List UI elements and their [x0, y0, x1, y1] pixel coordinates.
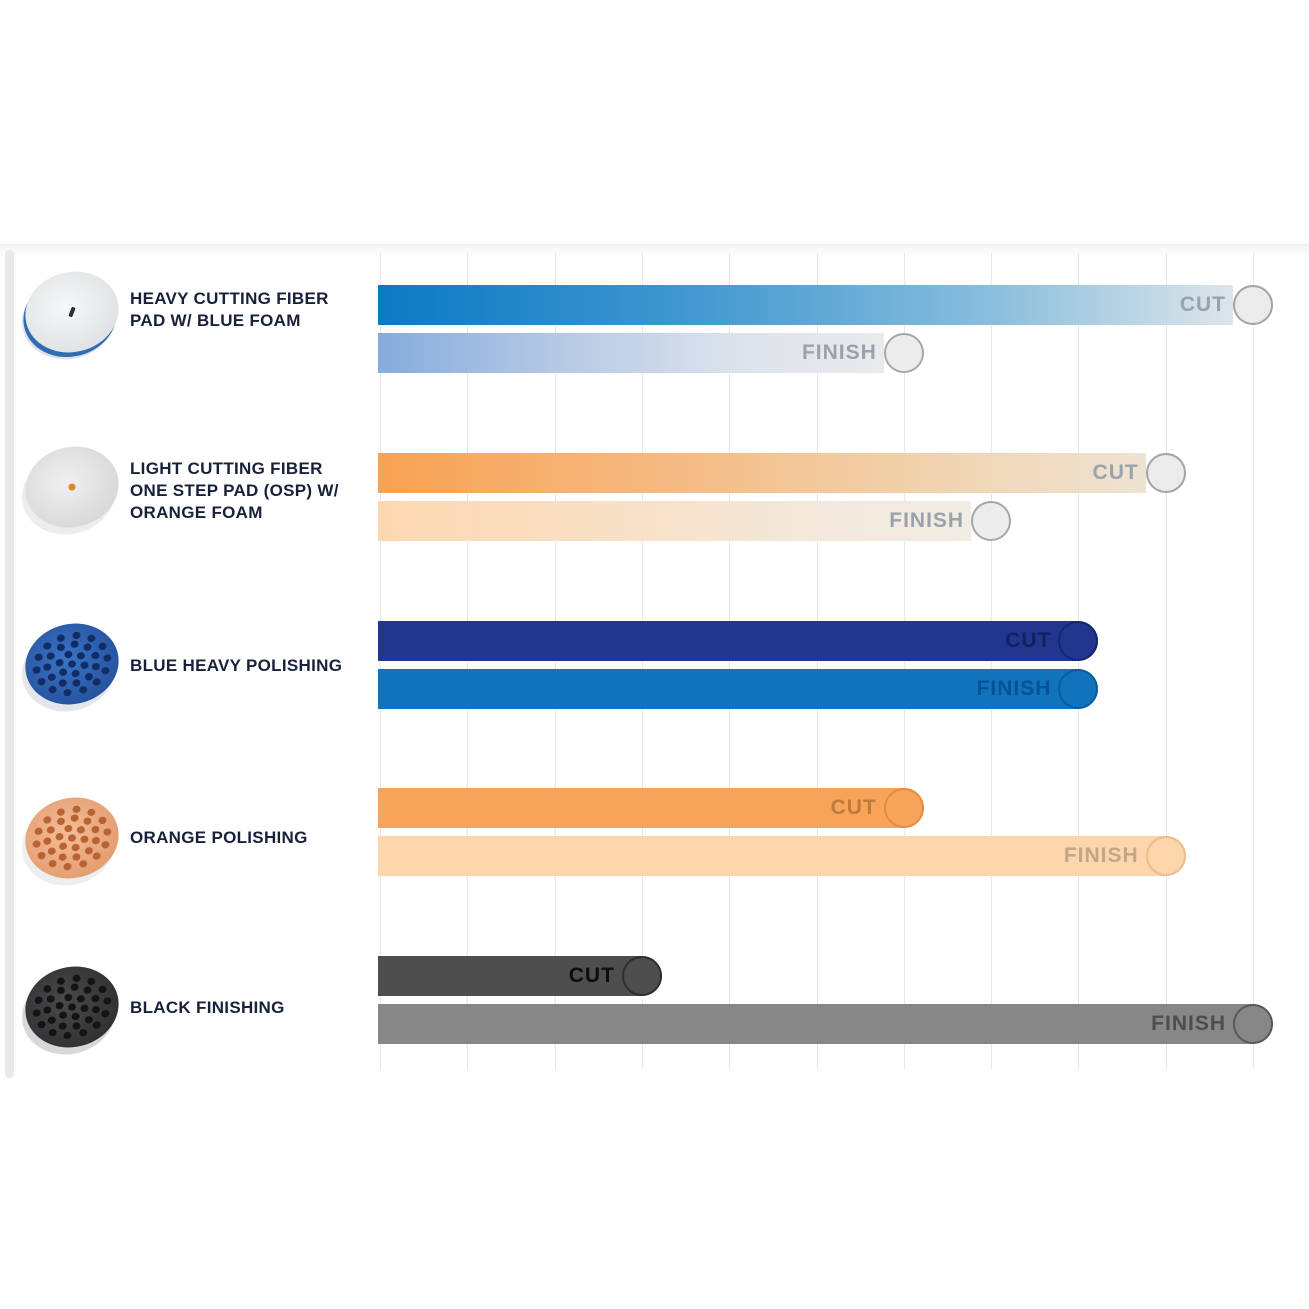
- pad-image-light-cutting-fiber-orange-foam: [17, 432, 127, 542]
- cut-endpoint-circle: [1058, 621, 1099, 661]
- heavy-cutting-fiber-blue-foam-finish-bar: [378, 333, 884, 373]
- pad-label-black-finishing: BLACK FINISHING: [130, 997, 370, 1019]
- blue-heavy-polishing-finish-bar: [378, 669, 1099, 709]
- black-finishing-finish-bar: [378, 1004, 1273, 1044]
- cut-label: CUT: [830, 796, 877, 819]
- cut-endpoint-circle: [883, 788, 924, 828]
- finish-endpoint-circle: [1145, 836, 1186, 876]
- chart-top-divider: [0, 244, 1309, 258]
- cut-label: CUT: [568, 964, 615, 987]
- gridline-4: [729, 253, 731, 1069]
- pad-label-line: BLUE HEAVY POLISHING: [130, 656, 343, 675]
- finish-endpoint-circle: [971, 501, 1012, 541]
- pad-label-line: PAD W/ BLUE FOAM: [130, 311, 301, 330]
- orange-polishing-cut-bar: [378, 788, 924, 828]
- light-cutting-fiber-orange-foam-finish-bar: [378, 501, 972, 541]
- finish-label: FINISH: [976, 677, 1052, 700]
- pad-label-line: ONE STEP PAD (OSP) W/: [130, 481, 339, 500]
- pad-image-orange-polishing: [17, 783, 127, 893]
- heavy-cutting-fiber-blue-foam-cut-bar: [378, 285, 1233, 325]
- finish-label: FINISH: [1151, 1012, 1226, 1035]
- gridline-7: [991, 253, 993, 1069]
- black-finishing-cut-bar: [378, 956, 662, 996]
- gridline-2: [554, 253, 556, 1069]
- light-cutting-fiber-orange-foam-cut-bar: [378, 453, 1146, 493]
- scrollbar-track[interactable]: [5, 250, 14, 1078]
- gridline-10: [1253, 253, 1254, 1069]
- pad-label-line: HEAVY CUTTING FIBER: [130, 289, 329, 308]
- cut-endpoint-circle: [621, 956, 662, 996]
- pad-image-heavy-cutting-fiber-blue-foam: [17, 257, 127, 367]
- gridline-9: [1165, 253, 1167, 1069]
- blue-heavy-polishing-cut-bar: [378, 621, 1099, 661]
- pad-image-blue-heavy-polishing: [17, 609, 127, 719]
- finish-label: FINISH: [801, 341, 877, 364]
- gridline-5: [816, 253, 818, 1069]
- gridline-3: [641, 253, 643, 1069]
- gridline-1: [467, 253, 469, 1069]
- gridline-0: [380, 253, 381, 1069]
- pad-label-light-cutting-fiber-orange-foam: LIGHT CUTTING FIBER ONE STEP PAD (OSP) W/…: [130, 458, 370, 524]
- cut-endpoint-circle: [1233, 285, 1273, 325]
- gridline-8: [1078, 253, 1080, 1069]
- pad-label-heavy-cutting-fiber-blue-foam: HEAVY CUTTING FIBER PAD W/ BLUE FOAM: [130, 288, 370, 332]
- cut-label: CUT: [1179, 293, 1226, 316]
- gridline-6: [903, 253, 905, 1069]
- pad-label-orange-polishing: ORANGE POLISHING: [130, 827, 370, 849]
- pad-label-line: LIGHT CUTTING FIBER: [130, 459, 323, 478]
- cut-label: CUT: [1005, 629, 1052, 652]
- pad-image-black-finishing: [17, 952, 127, 1062]
- cut-endpoint-circle: [1145, 453, 1186, 493]
- pad-label-line: BLACK FINISHING: [130, 998, 285, 1017]
- pad-label-line: ORANGE POLISHING: [130, 828, 308, 847]
- finish-endpoint-circle: [883, 333, 924, 373]
- finish-label: FINISH: [889, 509, 965, 532]
- finish-label: FINISH: [1063, 844, 1139, 867]
- pad-label-line: ORANGE FOAM: [130, 503, 263, 522]
- finish-endpoint-circle: [1233, 1004, 1273, 1044]
- cut-label: CUT: [1092, 461, 1139, 484]
- finish-endpoint-circle: [1058, 669, 1099, 709]
- orange-polishing-finish-bar: [378, 836, 1186, 876]
- pad-label-blue-heavy-polishing: BLUE HEAVY POLISHING: [130, 655, 370, 677]
